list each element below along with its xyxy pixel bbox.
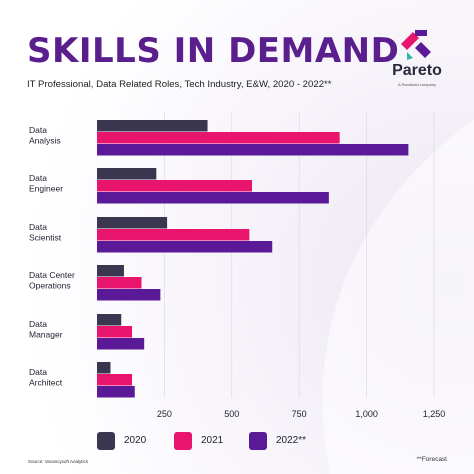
chart-subtitle: IT Professional, Data Related Roles, Tec… xyxy=(27,79,332,90)
bar-data-architect-2022 xyxy=(97,386,135,398)
bar-data-analysis-2020 xyxy=(97,120,208,132)
bar-data-engineer-2020 xyxy=(97,168,157,180)
bar-data-analysis-2022 xyxy=(97,144,409,156)
chart-title: SKILLS IN DEMAND xyxy=(27,31,400,71)
x-tick-label-4: 1,250 xyxy=(423,409,446,419)
forecast-note: **Forecast xyxy=(416,456,447,463)
bar-data-scientist-2021 xyxy=(97,229,250,241)
bar-data-engineer-2021 xyxy=(97,180,253,192)
x-tick-label-0: 250 xyxy=(157,409,172,419)
bar-data-manager-2020 xyxy=(97,314,122,326)
category-label-5: Data Architect xyxy=(29,367,63,388)
legend-label-2020: 2020 xyxy=(124,435,147,446)
bar-data-center-operations-2022 xyxy=(97,289,161,301)
x-tick-label-3: 1,000 xyxy=(355,409,378,419)
legend-swatch-2021 xyxy=(174,432,192,450)
bar-data-scientist-2020 xyxy=(97,217,168,229)
x-tick-label-2: 750 xyxy=(292,409,307,419)
bar-data-center-operations-2020 xyxy=(97,265,124,277)
bar-data-analysis-2021 xyxy=(97,132,340,144)
x-tick-label-1: 500 xyxy=(224,409,239,419)
category-label-3: Data Center Operations xyxy=(29,270,75,291)
legend-label-2022: 2022** xyxy=(276,435,307,446)
source-note: Source: Vacancysoft Analytics xyxy=(28,459,88,464)
bar-data-architect-2021 xyxy=(97,374,133,386)
logo-tagline: A Randstad company xyxy=(397,82,437,87)
pareto-logo: Pareto A Randstad company xyxy=(382,26,452,96)
category-label-4: Data Manager xyxy=(29,319,63,340)
legend-label-2021: 2021 xyxy=(201,435,224,446)
bar-data-manager-2022 xyxy=(97,338,145,350)
category-label-0: Data Analysis xyxy=(29,125,61,146)
bar-data-center-operations-2021 xyxy=(97,277,142,289)
pareto-logo-mark-icon xyxy=(401,30,431,60)
category-label-2: Data Scientist xyxy=(29,222,62,243)
bar-data-engineer-2022 xyxy=(97,192,329,204)
bar-data-architect-2020 xyxy=(97,362,111,374)
logo-wordmark: Pareto xyxy=(392,62,442,79)
bar-data-manager-2021 xyxy=(97,326,133,338)
bar-data-scientist-2022 xyxy=(97,241,273,253)
legend-swatch-2022 xyxy=(249,432,267,450)
legend-swatch-2020 xyxy=(97,432,115,450)
category-label-1: Data Engineer xyxy=(29,173,63,194)
